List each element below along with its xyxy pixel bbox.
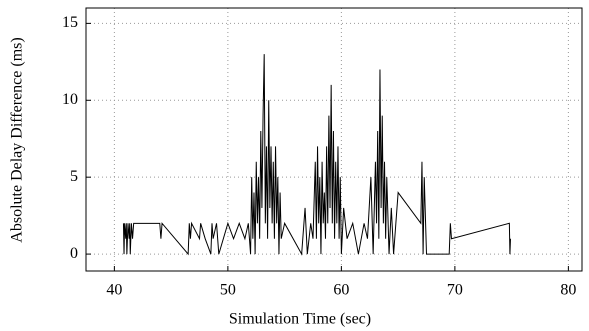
data-line bbox=[122, 54, 511, 256]
x-tick-label: 50 bbox=[220, 282, 236, 299]
x-tick-label: 70 bbox=[447, 282, 463, 299]
x-tick-label: 60 bbox=[333, 282, 349, 299]
plot-frame bbox=[85, 7, 583, 272]
y-tick-label: 10 bbox=[62, 91, 78, 108]
x-tick-label: 80 bbox=[560, 282, 576, 299]
y-tick-label: 5 bbox=[70, 168, 78, 185]
x-axis-label: Simulation Time (sec) bbox=[229, 311, 371, 328]
y-tick-label: 15 bbox=[62, 14, 78, 31]
x-tick-label: 40 bbox=[106, 282, 122, 299]
y-axis-label: Absolute Delay Difference (ms) bbox=[9, 37, 26, 242]
y-tick-label: 0 bbox=[70, 245, 78, 262]
